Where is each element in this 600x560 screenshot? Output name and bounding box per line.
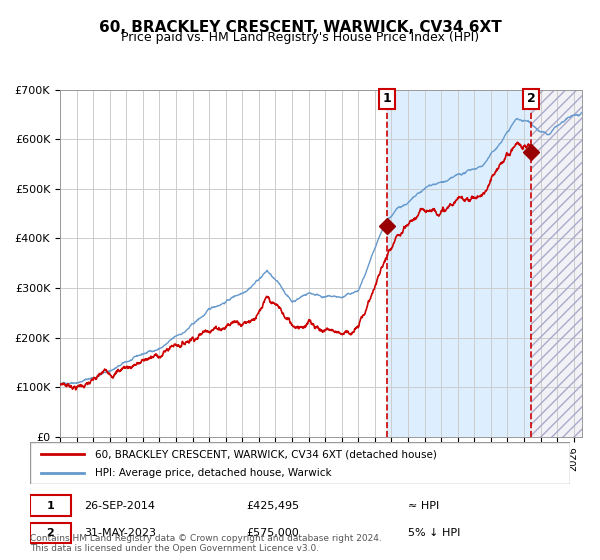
- Text: 2: 2: [46, 528, 54, 538]
- Bar: [531, 90, 582, 437]
- Text: Contains HM Land Registry data © Crown copyright and database right 2024.
This d: Contains HM Land Registry data © Crown c…: [30, 534, 382, 553]
- Text: £425,495: £425,495: [246, 501, 299, 511]
- Bar: [387, 90, 531, 437]
- Text: 1: 1: [46, 501, 54, 511]
- Text: HPI: Average price, detached house, Warwick: HPI: Average price, detached house, Warw…: [95, 468, 331, 478]
- Text: 2: 2: [527, 92, 535, 105]
- Text: 26-SEP-2014: 26-SEP-2014: [84, 501, 155, 511]
- FancyBboxPatch shape: [30, 496, 71, 516]
- Bar: [531, 90, 582, 437]
- Text: 60, BRACKLEY CRESCENT, WARWICK, CV34 6XT: 60, BRACKLEY CRESCENT, WARWICK, CV34 6XT: [98, 20, 502, 35]
- Text: Price paid vs. HM Land Registry's House Price Index (HPI): Price paid vs. HM Land Registry's House …: [121, 31, 479, 44]
- FancyBboxPatch shape: [30, 523, 71, 543]
- Text: 1: 1: [383, 92, 391, 105]
- Text: ≈ HPI: ≈ HPI: [408, 501, 439, 511]
- Text: £575,000: £575,000: [246, 528, 299, 538]
- Text: 31-MAY-2023: 31-MAY-2023: [84, 528, 156, 538]
- Text: 60, BRACKLEY CRESCENT, WARWICK, CV34 6XT (detached house): 60, BRACKLEY CRESCENT, WARWICK, CV34 6XT…: [95, 449, 437, 459]
- Text: 5% ↓ HPI: 5% ↓ HPI: [408, 528, 460, 538]
- FancyBboxPatch shape: [30, 442, 570, 484]
